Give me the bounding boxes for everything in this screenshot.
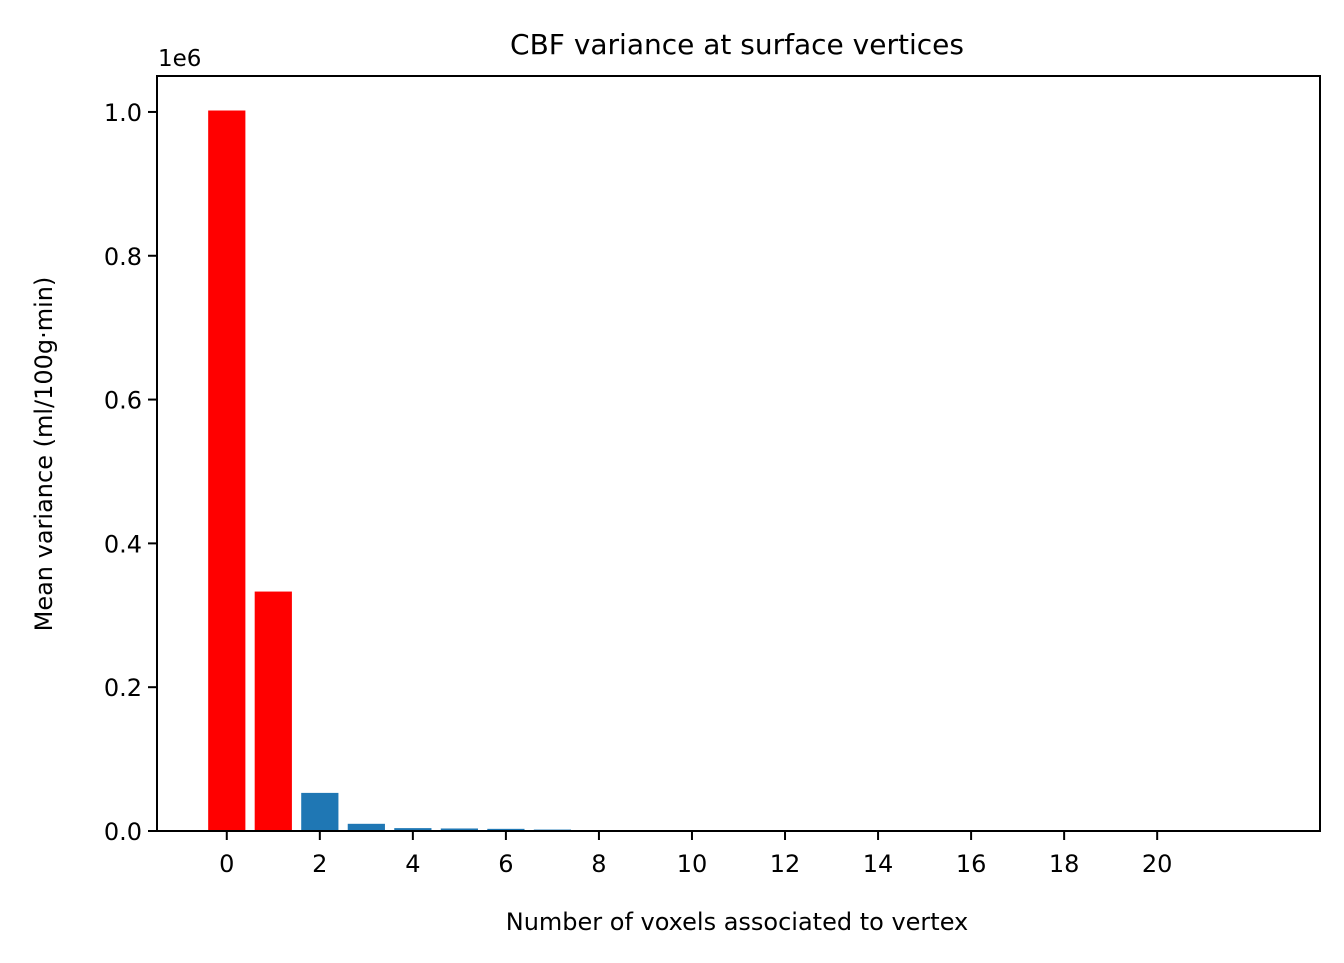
y-tick-label: 0.8 <box>104 243 142 271</box>
x-tick-label: 8 <box>591 850 606 878</box>
x-tick-label: 10 <box>677 850 708 878</box>
bar-3 <box>347 823 385 831</box>
y-ticks-group: 0.0 0.2 0.4 0.6 0.8 1.0 <box>104 99 157 846</box>
plot-frame <box>156 75 1321 832</box>
x-tick-label: 4 <box>405 850 420 878</box>
bar-1 <box>254 591 292 831</box>
x-ticks-group: 0 2 4 6 8 10 12 14 16 18 20 <box>219 831 1172 878</box>
y-axis-label: Mean variance (ml/100g·min) <box>30 277 58 632</box>
x-tick-label: 16 <box>956 850 987 878</box>
x-tick-label: 12 <box>770 850 801 878</box>
bar-2 <box>301 792 339 831</box>
x-tick-label: 18 <box>1049 850 1080 878</box>
x-tick-label: 0 <box>219 850 234 878</box>
x-tick-label: 6 <box>498 850 513 878</box>
y-tick-label: 0.2 <box>104 674 142 702</box>
y-offset-label: 1e6 <box>158 46 201 72</box>
bar-0 <box>208 110 246 831</box>
y-tick-label: 0.0 <box>104 818 142 846</box>
y-tick-label: 0.6 <box>104 387 142 415</box>
x-tick-label: 20 <box>1142 850 1173 878</box>
bar-6 <box>487 828 525 831</box>
x-tick-label: 14 <box>863 850 894 878</box>
y-tick-label: 0.4 <box>104 530 142 558</box>
y-tick-label: 1.0 <box>104 99 142 127</box>
bars-group <box>208 110 1269 831</box>
bar-4 <box>394 828 432 831</box>
x-tick-label: 2 <box>312 850 327 878</box>
chart-title: CBF variance at surface vertices <box>510 28 964 61</box>
bar-5 <box>440 828 478 831</box>
x-axis-label: Number of voxels associated to vertex <box>506 908 969 936</box>
